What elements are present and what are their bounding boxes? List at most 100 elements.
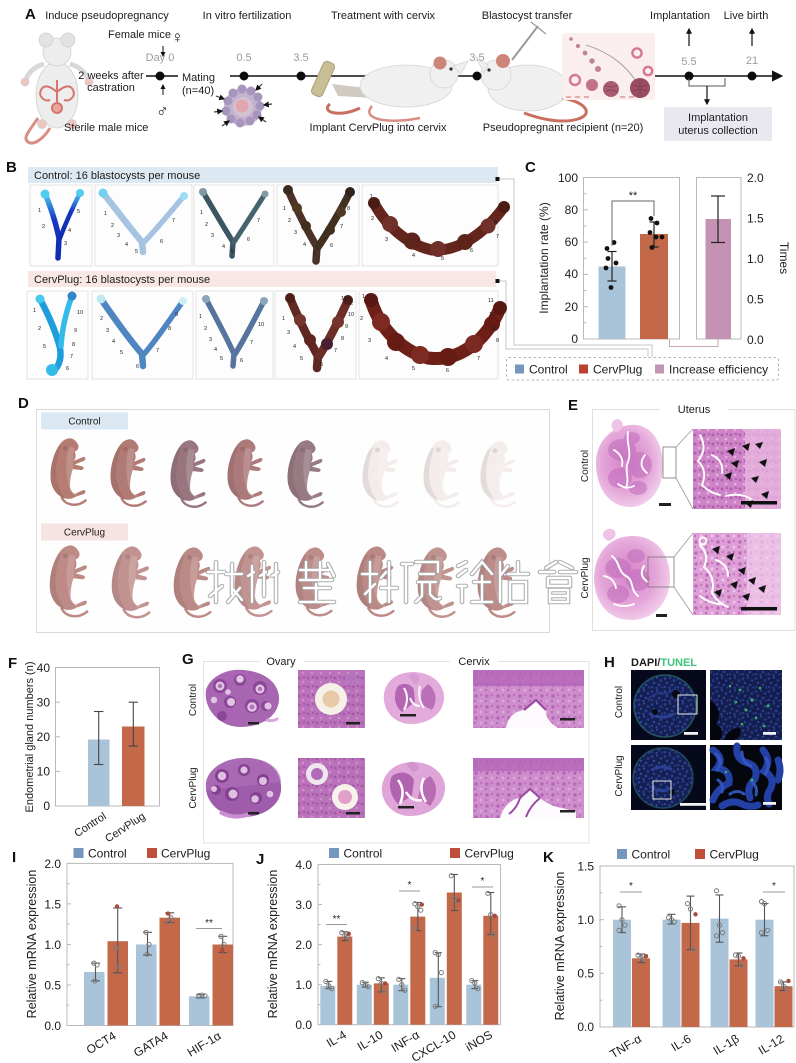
svg-text:3: 3 [117, 233, 120, 239]
svg-text:Control: 16 blastocysts per mo: Control: 16 blastocysts per mouse [34, 170, 200, 182]
svg-text:CervPlug: CervPlug [593, 363, 642, 377]
svg-text:4: 4 [125, 242, 128, 248]
svg-text:3: 3 [106, 328, 109, 334]
svg-text:(n=40): (n=40) [182, 85, 214, 97]
svg-text:H: H [604, 654, 615, 671]
svg-text:6: 6 [160, 239, 163, 245]
svg-text:Control: Control [632, 848, 671, 862]
svg-text:4: 4 [112, 339, 115, 345]
svg-text:Day 0: Day 0 [146, 52, 175, 64]
svg-text:5: 5 [231, 249, 234, 255]
svg-text:40: 40 [37, 661, 51, 675]
svg-text:3.0: 3.0 [295, 898, 312, 912]
svg-text:4: 4 [68, 228, 71, 234]
svg-text:uterus collection: uterus collection [678, 125, 758, 137]
svg-text:0.5: 0.5 [577, 967, 594, 981]
svg-text:2: 2 [371, 216, 374, 222]
svg-text:4: 4 [222, 244, 225, 250]
svg-text:Sterile male mice: Sterile male mice [64, 122, 148, 134]
svg-text:1.0: 1.0 [747, 252, 764, 266]
svg-text:Increase efficiency: Increase efficiency [669, 363, 768, 377]
svg-text:G: G [182, 651, 194, 668]
svg-text:*: * [629, 881, 633, 892]
svg-text:Mating: Mating [182, 72, 215, 84]
svg-text:4: 4 [293, 344, 296, 350]
svg-text:8: 8 [347, 206, 350, 212]
svg-text:Live birth: Live birth [724, 10, 769, 22]
svg-text:2: 2 [100, 316, 103, 322]
svg-text:7: 7 [172, 218, 175, 224]
svg-text:5: 5 [77, 209, 80, 215]
svg-text:8: 8 [496, 338, 499, 344]
svg-text:2.0: 2.0 [747, 171, 764, 185]
svg-text:3: 3 [385, 237, 388, 243]
svg-text:C: C [525, 159, 536, 176]
svg-text:9: 9 [74, 328, 77, 334]
svg-text:4.0: 4.0 [295, 858, 312, 872]
svg-text:Control: Control [188, 684, 199, 716]
svg-text:5: 5 [220, 356, 223, 362]
svg-text:Cervix: Cervix [458, 656, 490, 668]
svg-text:CervPlug: CervPlug [710, 848, 759, 862]
svg-text:Implantation rate (%): Implantation rate (%) [537, 202, 551, 313]
svg-text:1.5: 1.5 [577, 860, 594, 874]
svg-text:11: 11 [341, 296, 347, 302]
svg-text:I: I [12, 849, 16, 866]
svg-text:*: * [481, 876, 485, 887]
svg-text:7: 7 [156, 348, 159, 354]
svg-text:Control: Control [68, 417, 100, 428]
svg-text:2: 2 [42, 224, 45, 230]
svg-text:DAPI/TUNEL: DAPI/TUNEL [631, 657, 697, 669]
svg-text:100: 100 [558, 171, 578, 185]
svg-text:10: 10 [77, 310, 83, 316]
svg-text:**: ** [205, 918, 213, 929]
svg-text:6: 6 [247, 237, 250, 243]
svg-text:5: 5 [135, 249, 138, 255]
svg-text:6: 6 [136, 364, 139, 370]
svg-text:CervPlug: CervPlug [580, 557, 591, 598]
svg-text:**: ** [333, 914, 341, 925]
svg-text:CervPlug: CervPlug [64, 528, 105, 539]
svg-text:7: 7 [257, 218, 260, 224]
svg-text:7: 7 [477, 356, 480, 362]
svg-text:10: 10 [489, 312, 495, 318]
svg-text:**: ** [629, 190, 638, 202]
svg-text:*: * [772, 881, 776, 892]
svg-text:Implantation: Implantation [688, 112, 748, 124]
svg-text:castration: castration [87, 82, 135, 94]
svg-text:0.5: 0.5 [236, 52, 251, 64]
svg-text:80: 80 [565, 203, 579, 217]
svg-text:5.5: 5.5 [681, 56, 696, 68]
svg-text:Control: Control [580, 450, 591, 482]
svg-text:J: J [256, 851, 264, 868]
svg-text:6: 6 [66, 366, 69, 372]
svg-text:1: 1 [199, 314, 202, 320]
svg-text:3: 3 [209, 337, 212, 343]
svg-text:Blastocyst transfer: Blastocyst transfer [482, 10, 573, 22]
svg-text:Control: Control [344, 847, 383, 861]
svg-text:CervPlug: CervPlug [161, 847, 210, 861]
svg-text:0.5: 0.5 [747, 293, 764, 307]
svg-text:2.0: 2.0 [44, 857, 61, 871]
svg-text:Pseudopregnant recipient (n=20: Pseudopregnant recipient (n=20) [483, 122, 644, 134]
svg-text:Relative mRNA expression: Relative mRNA expression [25, 870, 39, 1019]
svg-text:3.5: 3.5 [469, 52, 484, 64]
svg-text:10: 10 [258, 322, 264, 328]
svg-text:30: 30 [37, 696, 51, 710]
svg-text:Female mice: Female mice [108, 29, 171, 41]
svg-text:K: K [543, 849, 554, 866]
svg-text:4: 4 [214, 347, 217, 353]
svg-text:CervPlug: CervPlug [465, 847, 514, 861]
svg-text:7: 7 [70, 354, 73, 360]
svg-text:Control: Control [88, 847, 127, 861]
svg-text:20: 20 [37, 730, 51, 744]
svg-text:Induce pseudopregnancy: Induce pseudopregnancy [45, 10, 169, 22]
svg-text:Treatment with cervix: Treatment with cervix [331, 10, 436, 22]
svg-text:9: 9 [492, 326, 495, 332]
svg-text:4: 4 [412, 253, 415, 259]
svg-text:10: 10 [348, 312, 354, 318]
svg-text:9: 9 [175, 312, 178, 318]
svg-text:1.0: 1.0 [577, 913, 594, 927]
svg-text:1: 1 [362, 294, 365, 300]
svg-text:E: E [568, 397, 578, 414]
